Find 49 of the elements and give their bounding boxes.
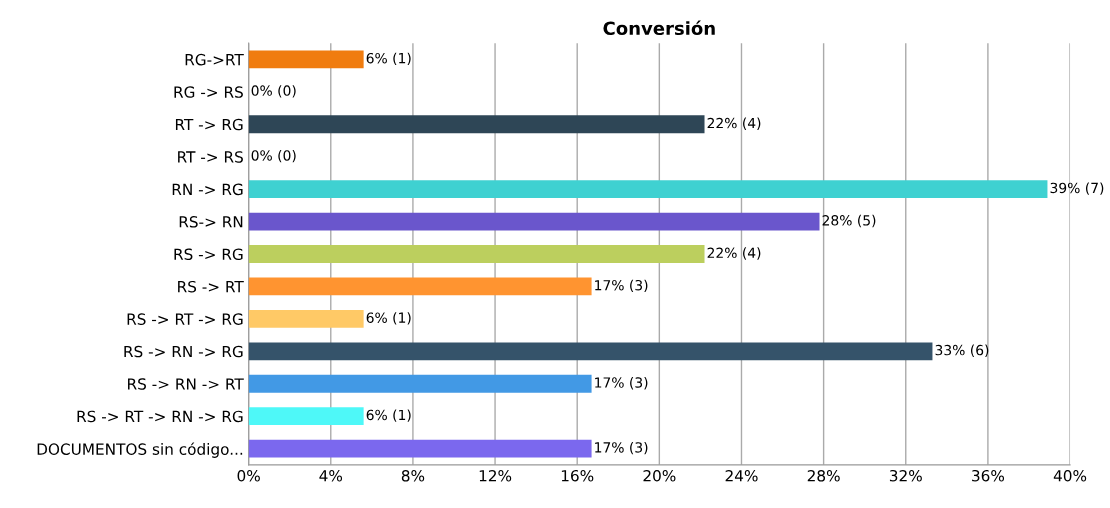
y-tick-label: RS-> RN [179, 216, 243, 228]
data-label: 0% (0) [251, 85, 296, 98]
x-tick-label: 24% [725, 469, 758, 482]
data-label: 22% (4) [707, 117, 761, 130]
y-tick-label: RT -> RG [175, 118, 243, 131]
x-tick-label: 0% [237, 469, 260, 482]
bar [248, 309, 364, 328]
chart-title: Conversión [603, 20, 715, 36]
data-label: 17% (3) [595, 377, 648, 390]
bar [248, 180, 1048, 199]
y-tick-label: RS -> RT -> RN -> RG [77, 410, 243, 423]
bar [248, 374, 592, 393]
y-tick-label: RS -> RT [178, 280, 244, 293]
x-tick-label: 12% [479, 469, 512, 482]
data-label: 39% (7) [1050, 182, 1104, 195]
bar [248, 342, 933, 361]
y-tick-label: RN -> RG [172, 183, 243, 196]
data-label: 22% (4) [707, 247, 761, 260]
x-tick-label: 36% [972, 469, 1005, 482]
x-tick-label: 20% [643, 469, 676, 482]
data-label: 0% (0) [251, 149, 296, 163]
y-tick-label: DOCUMENTOS sin código... [37, 442, 243, 458]
data-label: 6% (1) [366, 409, 411, 422]
y-tick-label: RS -> RN -> RT [128, 378, 244, 390]
y-tick-label: RS -> RN -> RG [124, 345, 243, 358]
data-label: 6% (1) [366, 312, 411, 325]
x-tick-label: 32% [889, 469, 922, 482]
data-label: 28% (5) [822, 214, 876, 228]
data-label: 17% (3) [595, 441, 648, 455]
y-tick-label: RG->RT [185, 53, 244, 66]
y-tick-label: RS -> RT -> RG [127, 313, 243, 325]
bar [248, 115, 705, 134]
x-tick-label: 8% [401, 469, 425, 482]
y-tick-label: RG -> RS [174, 86, 243, 98]
data-label: 33% (6) [935, 344, 989, 357]
x-tick-label: 16% [561, 469, 594, 482]
data-label: 6% (1) [366, 52, 411, 66]
bar [248, 277, 592, 296]
bar [248, 407, 364, 426]
x-tick-label: 40% [1053, 469, 1087, 482]
bar [248, 50, 364, 69]
x-tick-label: 28% [807, 469, 840, 482]
y-tick-label: RS -> RG [174, 248, 243, 261]
x-tick-label: 4% [319, 469, 343, 482]
y-tick-label: RT -> RS [178, 151, 243, 163]
bar [248, 439, 592, 458]
bar [248, 212, 820, 231]
bar [248, 245, 705, 263]
data-label: 17% (3) [595, 279, 648, 293]
